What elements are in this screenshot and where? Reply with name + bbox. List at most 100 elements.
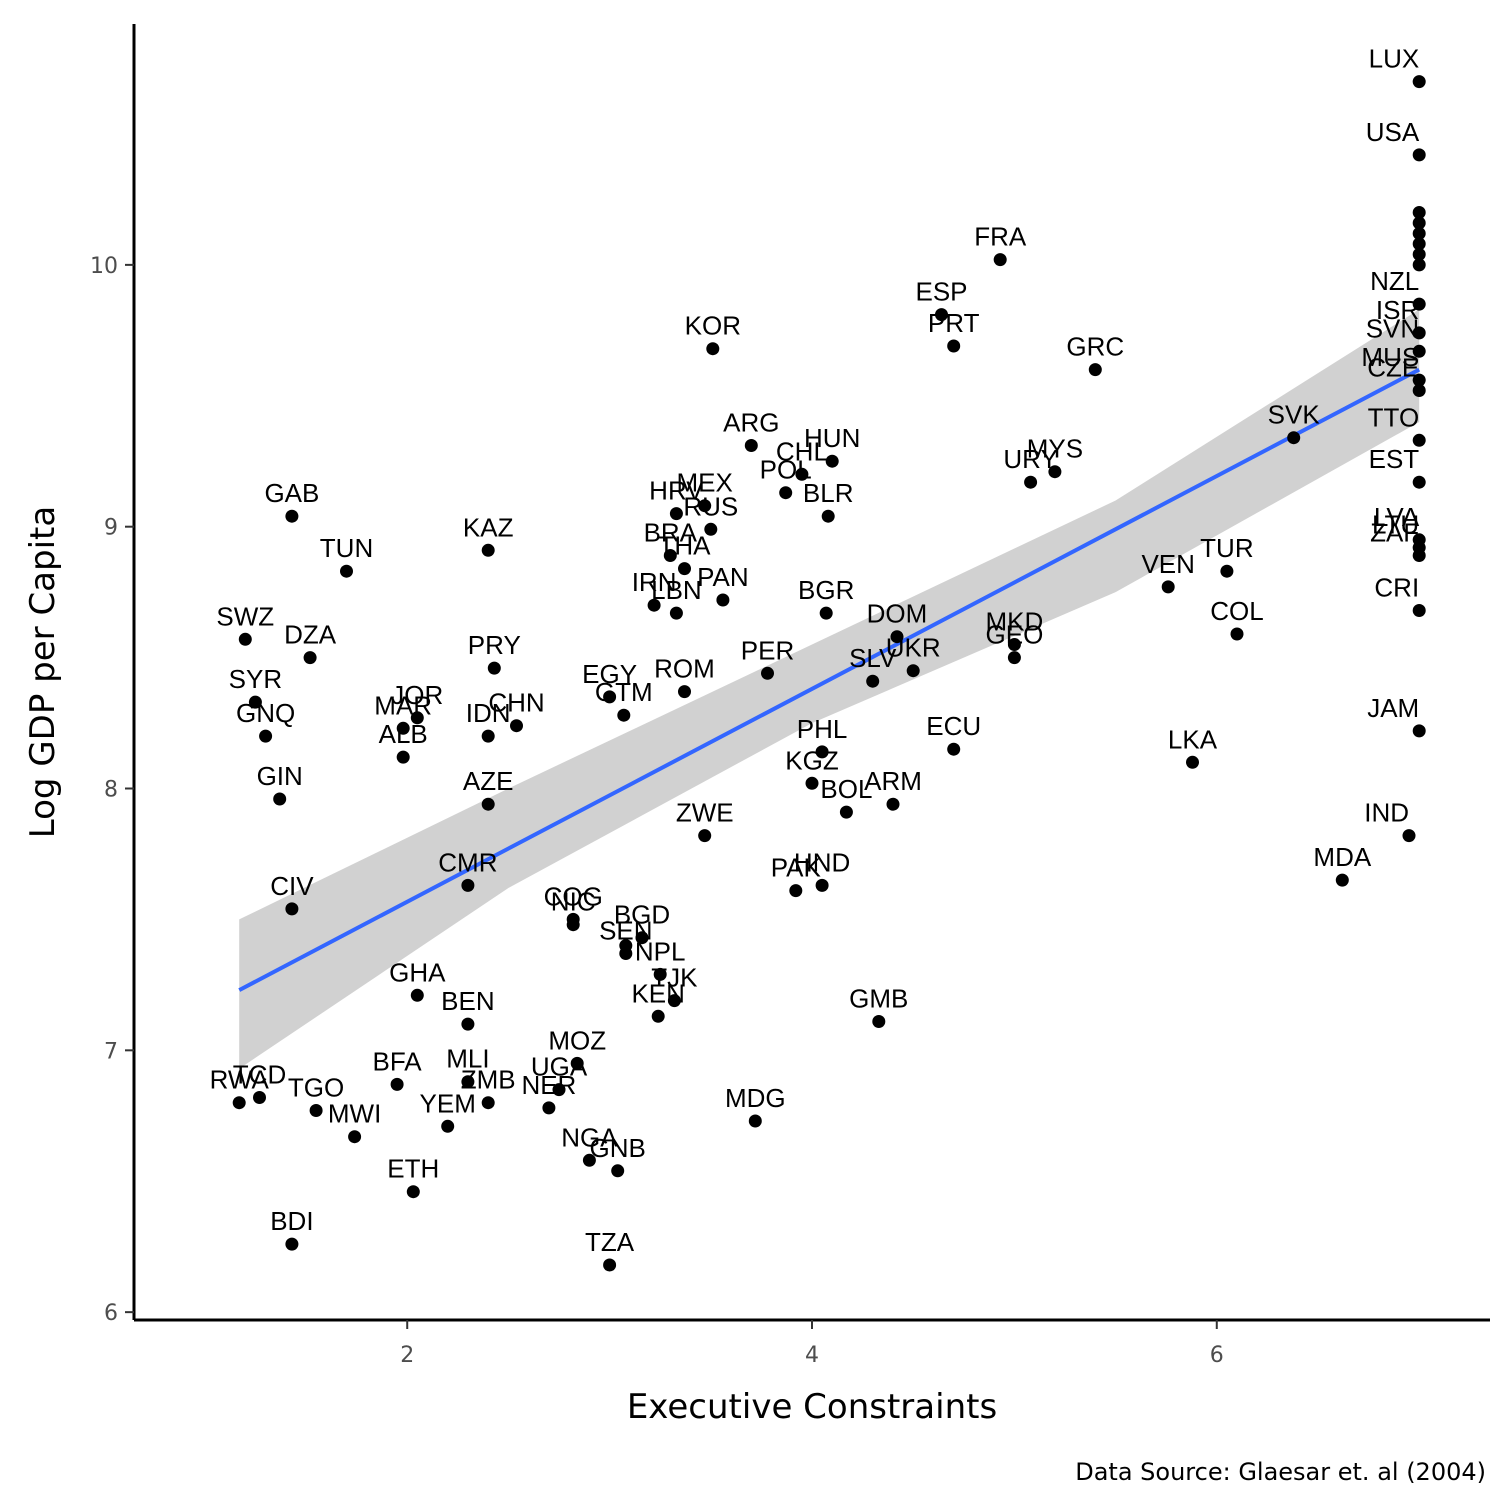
x-tick-label: 2 xyxy=(400,1343,414,1368)
point-label: MKD xyxy=(986,607,1044,637)
data-point xyxy=(1024,475,1038,489)
point-label: MLI xyxy=(446,1044,489,1074)
point-label: SEN xyxy=(599,916,652,946)
data-point xyxy=(481,1096,495,1110)
point-label: BRA xyxy=(644,518,698,548)
point-label: CHL xyxy=(776,436,828,466)
data-point xyxy=(663,549,677,562)
point-label: JOR xyxy=(391,680,443,710)
point-label: YEM xyxy=(420,1088,476,1118)
point-label: BDI xyxy=(270,1206,313,1236)
point-label: PAN xyxy=(697,562,749,592)
point-label: ZWE xyxy=(676,798,734,828)
point-label: VEN xyxy=(1141,549,1194,579)
point-label: BEN xyxy=(441,986,494,1016)
point-label: TCD xyxy=(233,1060,286,1090)
data-point xyxy=(1287,431,1301,445)
data-point xyxy=(1412,297,1426,311)
data-point xyxy=(1412,604,1426,617)
data-point xyxy=(839,805,853,819)
data-point xyxy=(303,651,317,665)
data-point xyxy=(789,884,803,898)
point-label: COG xyxy=(544,881,603,911)
data-point xyxy=(706,342,720,356)
points-layer xyxy=(232,75,1426,1272)
data-point xyxy=(825,454,839,468)
data-point xyxy=(815,878,829,892)
data-point xyxy=(309,1104,323,1117)
data-point xyxy=(1412,258,1426,272)
data-point xyxy=(669,507,683,521)
point-label: TUN xyxy=(320,533,373,563)
point-label: ARG xyxy=(723,408,779,438)
point-label: ROM xyxy=(654,654,715,684)
fit-line-layer xyxy=(238,367,1421,992)
data-point xyxy=(947,339,961,353)
data-point xyxy=(1412,344,1426,358)
point-label: SYR xyxy=(229,664,282,694)
data-point xyxy=(651,1009,665,1023)
point-label: UGA xyxy=(531,1052,588,1082)
point-label: PRT xyxy=(928,308,980,338)
data-point xyxy=(866,674,880,688)
point-label: NZL xyxy=(1370,266,1419,296)
data-point xyxy=(273,792,287,806)
point-label: NPL xyxy=(635,936,686,966)
data-point xyxy=(1412,475,1426,489)
point-label: EST xyxy=(1369,444,1420,474)
point-label: HRV xyxy=(649,476,704,506)
data-point xyxy=(396,750,410,764)
data-point xyxy=(906,664,920,678)
caption: Data Source: Glaesar et. al (2004) xyxy=(1075,1458,1486,1486)
point-label: COL xyxy=(1210,596,1263,626)
data-point xyxy=(1230,627,1244,641)
data-point xyxy=(1412,75,1426,89)
data-point xyxy=(815,745,829,759)
data-point xyxy=(461,1075,475,1089)
point-label: MAR xyxy=(374,690,432,720)
data-point xyxy=(1412,384,1426,397)
ticks-layer: 2 4 6 6 7 8 9 10 xyxy=(90,254,1224,1368)
point-label: NIC xyxy=(551,887,596,917)
data-point xyxy=(821,509,835,523)
point-label: HND xyxy=(794,847,850,877)
point-label: ARM xyxy=(864,766,922,796)
data-point xyxy=(285,509,299,523)
point-label: ALB xyxy=(379,719,428,749)
data-point xyxy=(253,1091,266,1104)
data-point xyxy=(396,721,410,735)
data-point xyxy=(1412,216,1426,230)
point-label: BFA xyxy=(373,1046,423,1076)
point-label: LBN xyxy=(651,575,702,605)
data-point xyxy=(461,1017,475,1031)
data-point xyxy=(542,1101,556,1115)
data-point xyxy=(441,1119,455,1133)
data-point xyxy=(653,967,667,981)
y-tick-label: 6 xyxy=(104,1301,118,1326)
point-label: AZE xyxy=(463,766,514,796)
data-point xyxy=(611,1164,625,1178)
data-point xyxy=(552,1083,566,1097)
data-point xyxy=(748,1114,762,1128)
point-label: CIV xyxy=(270,871,314,901)
point-label: CRI xyxy=(1374,573,1419,603)
data-point xyxy=(678,562,691,576)
data-point xyxy=(285,1237,299,1251)
data-point xyxy=(1412,206,1426,219)
confidence-ribbon-layer xyxy=(239,309,1420,1069)
point-label: THA xyxy=(659,531,712,561)
data-point xyxy=(285,902,299,916)
point-label: CMR xyxy=(438,847,497,877)
data-point xyxy=(795,467,809,481)
data-point xyxy=(698,829,712,843)
point-label: LTU xyxy=(1372,510,1419,540)
data-point xyxy=(1048,465,1062,479)
point-label: CHN xyxy=(488,688,544,718)
point-label: ZMB xyxy=(461,1065,516,1095)
point-label: CZE xyxy=(1367,353,1419,383)
point-label: IDN xyxy=(466,698,511,728)
point-label: BGR xyxy=(798,575,854,605)
data-point xyxy=(1186,755,1199,769)
point-label: HUN xyxy=(804,423,860,453)
